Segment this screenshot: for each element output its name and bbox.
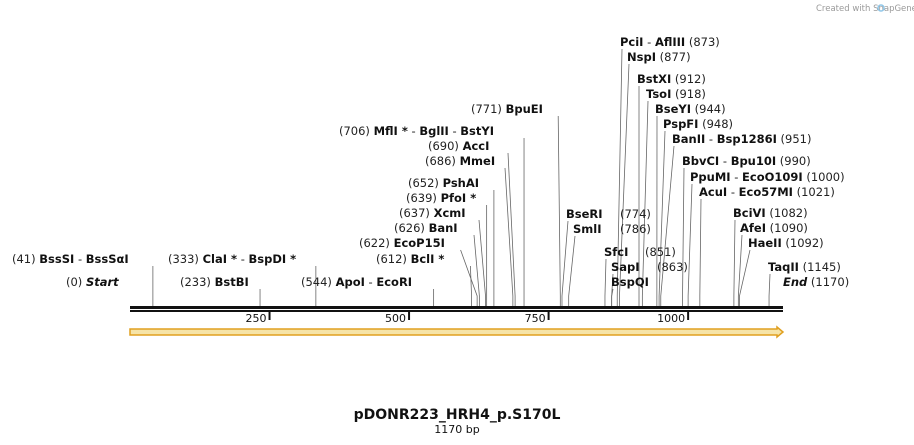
site-label-pshai[interactable]: (652) PshAI xyxy=(408,176,479,190)
site-label-mflii[interactable]: (706) MflI * - BglII - BstYI xyxy=(339,124,494,138)
plasmid-title: pDONR223_HRH4_p.S170L xyxy=(354,407,561,423)
site-label-banii[interactable]: BanII - Bsp1286I (951) xyxy=(672,132,811,146)
ruler-tick-label: 500 xyxy=(385,312,406,325)
site-label-apoi[interactable]: (544) ApoI - EcoRI xyxy=(301,275,412,289)
site-label-bsssi[interactable]: (41) BssSI - BssSαI xyxy=(12,252,129,266)
ruler-tick-label: 1000 xyxy=(657,312,685,325)
site-position-smli: (786) xyxy=(620,222,651,236)
leader-bspqi xyxy=(611,288,614,306)
site-label-bspqi[interactable]: BspQI xyxy=(611,275,649,289)
leader-bbvci xyxy=(682,167,685,306)
leader-nspi xyxy=(619,63,630,306)
leader-taqii xyxy=(768,273,771,306)
backbone xyxy=(130,306,783,312)
site-label-end[interactable]: End (1170) xyxy=(783,275,849,289)
site-label-pspfi[interactable]: PspFI (948) xyxy=(663,117,733,131)
backbone-strand-top xyxy=(130,306,783,309)
site-label-bani[interactable]: (626) BanI xyxy=(394,221,458,235)
site-position-sfci: (851) xyxy=(645,245,676,259)
leader-pcii-afliii xyxy=(616,48,623,306)
site-label-clai[interactable]: (333) ClaI * - BspDI * xyxy=(168,252,296,266)
leader-banii xyxy=(660,145,675,306)
leader-smli xyxy=(568,235,576,306)
site-label-acci[interactable]: (690) AccI xyxy=(428,139,489,153)
leader-bsepi xyxy=(557,115,561,306)
ruler-tick-label: 250 xyxy=(246,312,267,325)
feature-arrow-shape[interactable] xyxy=(129,325,785,339)
site-label-pfoi[interactable]: (639) PfoI * xyxy=(406,191,476,205)
leader-pspfi xyxy=(658,130,666,306)
site-label-bbvci[interactable]: BbvCI - Bpu10I (990) xyxy=(682,154,811,168)
leader-ecop15i xyxy=(460,249,478,306)
snapgene-logo-icon xyxy=(877,4,885,12)
site-position-bseri: (774) xyxy=(620,207,651,221)
site-label-bseyi[interactable]: BseYI (944) xyxy=(655,102,726,116)
snapgene-credit: Created with SnapGene xyxy=(816,4,914,14)
site-labels: PciI - AflIII (873)NspI (877) BstXI (912)… xyxy=(12,35,849,289)
site-label-bstbi[interactable]: (233) BstBI xyxy=(180,275,249,289)
leader-bcivi xyxy=(733,219,736,306)
site-label-ppumi[interactable]: PpuMI - EcoO109I (1000) xyxy=(690,170,845,184)
leader-haeii xyxy=(739,249,751,306)
site-label-mmei[interactable]: (686) MmeI xyxy=(425,154,495,168)
leader-mmei xyxy=(504,167,514,306)
leader-xcmi xyxy=(478,219,486,306)
leader-bcli xyxy=(470,265,472,306)
site-label-nspi[interactable]: NspI (877) xyxy=(627,50,691,64)
site-label-bstxi[interactable]: BstXI (912) xyxy=(637,72,706,86)
site-label-taqii[interactable]: TaqII (1145) xyxy=(768,260,841,274)
site-label-bseri[interactable]: BseRI xyxy=(566,207,603,221)
site-label-sapi[interactable]: SapI xyxy=(611,260,640,274)
site-label-start[interactable]: (0) Start xyxy=(66,275,119,289)
site-label-bcivi[interactable]: BciVI (1082) xyxy=(733,206,808,220)
ruler-tick-label: 750 xyxy=(525,312,546,325)
leader-tsoi xyxy=(641,100,649,306)
site-label-smli[interactable]: SmlI xyxy=(573,222,602,236)
leader-ppumi xyxy=(687,183,693,306)
site-label-bsepi[interactable]: (771) BpuEI xyxy=(471,102,543,116)
feature-arrow xyxy=(129,325,785,339)
ruler: 250 500 750 1000 xyxy=(246,312,690,325)
credit-text: Created with SnapGene xyxy=(816,4,914,14)
leader-acui xyxy=(699,198,702,306)
leader-lines xyxy=(152,48,771,306)
leader-acci xyxy=(507,152,516,306)
leader-bani xyxy=(473,234,480,306)
site-label-haeii[interactable]: HaeII (1092) xyxy=(748,236,824,250)
site-label-acui[interactable]: AcuI - Eco57MI (1021) xyxy=(699,185,835,199)
site-label-afei[interactable]: AfeI (1090) xyxy=(740,221,808,235)
site-label-xcmi[interactable]: (637) XcmI xyxy=(399,206,466,220)
site-label-tsoi[interactable]: TsoI (918) xyxy=(646,87,706,101)
site-label-ecop15i[interactable]: (622) EcoP15I xyxy=(359,236,445,250)
backbone-strand-bottom xyxy=(130,310,783,312)
plasmid-length: 1170 bp xyxy=(434,423,479,436)
leader-bseri xyxy=(561,220,569,306)
leader-sfci xyxy=(604,258,607,306)
site-label-bcli[interactable]: (612) BclI * xyxy=(376,252,444,266)
site-position-sapi: (863) xyxy=(657,260,688,274)
site-label-sfci[interactable]: SfcI xyxy=(604,245,628,259)
leader-afei xyxy=(737,234,743,306)
site-label-pcii-afliii[interactable]: PciI - AflIII (873) xyxy=(620,35,720,49)
